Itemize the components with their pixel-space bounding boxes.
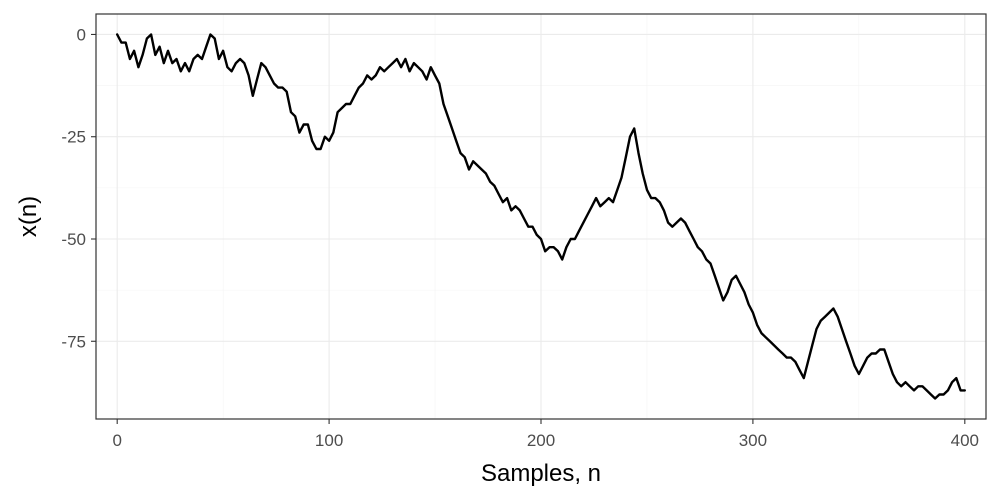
series-line-0	[116, 33, 966, 400]
series-layer	[116, 33, 966, 400]
x-tick-label: 400	[951, 431, 979, 450]
x-axis: 0 100 200 300 400	[112, 419, 979, 450]
y-tick-label: -75	[61, 332, 86, 351]
x-axis-title: Samples, n	[481, 460, 601, 487]
y-tick-label: -50	[61, 230, 86, 249]
y-axis: 0 -25 -50 -75	[61, 25, 96, 351]
x-tick-label: 300	[739, 431, 767, 450]
x-tick-label: 200	[527, 431, 555, 450]
y-axis-title: x(n)	[15, 196, 42, 237]
y-tick-label: -25	[61, 128, 86, 147]
x-tick-label: 0	[112, 431, 121, 450]
x-tick-label: 100	[315, 431, 343, 450]
grid	[96, 14, 986, 419]
y-tick-label: 0	[77, 25, 86, 44]
